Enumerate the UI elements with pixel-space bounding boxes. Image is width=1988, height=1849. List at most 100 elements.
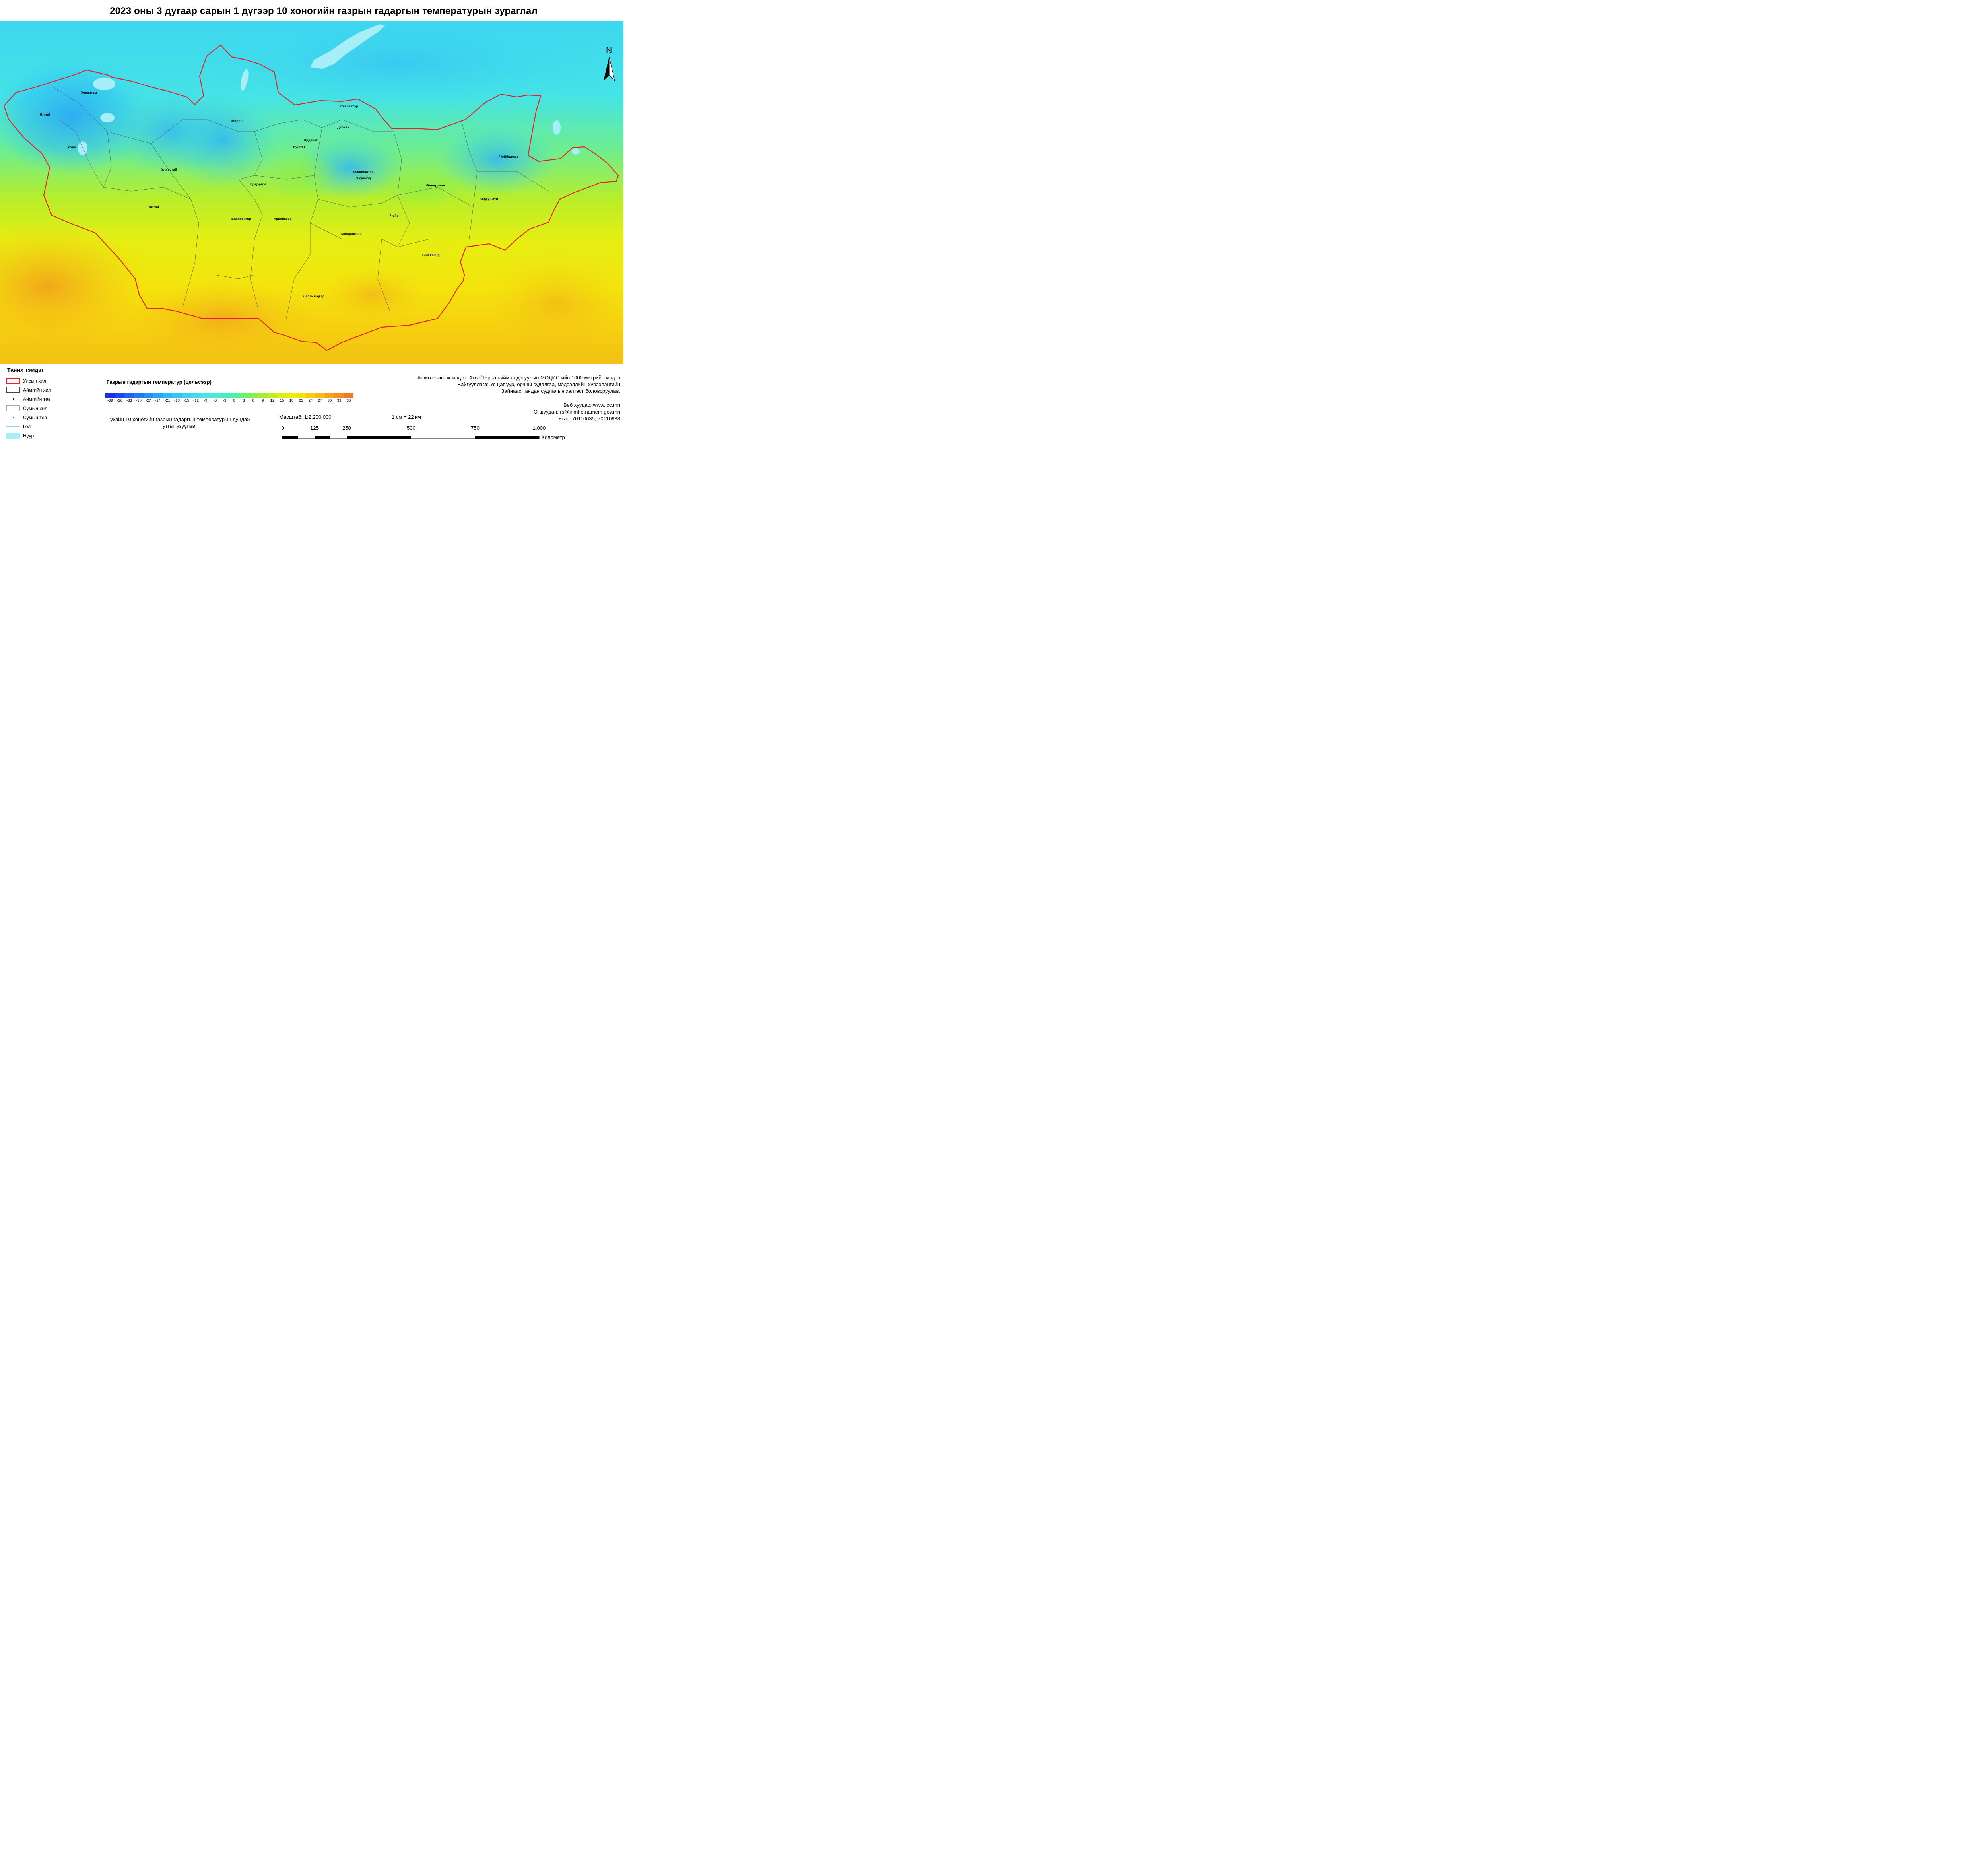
temperature-map[interactable]: N Улаангом Өлгий Ховд Улиастай Алтай Мөр… xyxy=(0,21,623,364)
city-label: Мандалговь xyxy=(341,232,362,236)
light-outline-icon xyxy=(6,405,20,411)
colorbar-swatch xyxy=(248,393,258,398)
lake-fill-icon xyxy=(6,433,20,439)
colorbar-swatch xyxy=(344,393,353,398)
source-line: Зайнаас тандан судлалын хэлтэст боловсру… xyxy=(501,388,620,394)
colorbar-tick-label: -33 xyxy=(126,398,132,403)
contact-website[interactable]: Веб хуудас: www.icc.mn xyxy=(563,402,620,408)
colorbar-swatch xyxy=(105,393,115,398)
city-label: Сүхбаатар xyxy=(340,104,358,108)
city-label: Улаанбаатар xyxy=(352,170,374,174)
map-title: 2023 оны 3 дугаар сарын 1 дүгээр 10 хоно… xyxy=(110,6,538,16)
colorbar-swatch xyxy=(277,393,287,398)
contact-info: Веб хуудас: www.icc.mn Э-шуудан: rs@irim… xyxy=(534,402,620,422)
contact-phone: Утас: 70110635, 70110638 xyxy=(558,416,620,421)
colorbar-swatch xyxy=(315,393,325,398)
colorbar-tick-label: 0 xyxy=(233,398,235,403)
legend-item-aimag-center: Аймгийн төв xyxy=(6,396,50,402)
colorbar-tick-label: -30 xyxy=(136,398,142,403)
scale-text: Масштаб: 1:2,200,000 xyxy=(279,414,332,420)
dot-icon xyxy=(6,396,20,402)
colorbar-swatch xyxy=(220,393,229,398)
city-label: Улиастай xyxy=(161,167,177,171)
colorbar-tick-label: -36 xyxy=(117,398,122,403)
colorbar-title: Газрын гадаргын температур (цельсээр) xyxy=(107,379,212,385)
colorbar-tick-label: -27 xyxy=(146,398,151,403)
colorbar-tick-label: 15 xyxy=(280,398,284,403)
legend-label: Улсын хил xyxy=(23,378,47,384)
colorbar-swatch xyxy=(191,393,201,398)
lake-khar-us xyxy=(78,141,87,155)
river-line-icon xyxy=(6,423,20,429)
small-dot-icon xyxy=(6,414,20,420)
colorbar-tick-label: 6 xyxy=(252,398,254,403)
colorbar-swatch xyxy=(210,393,220,398)
colorbar xyxy=(105,393,353,398)
city-label: Чойр xyxy=(390,214,399,218)
colorbar-swatch xyxy=(325,393,334,398)
scalebar-tick: 125 xyxy=(310,425,319,431)
colorbar-swatch xyxy=(239,393,248,398)
colorbar-tick-label: 30 xyxy=(327,398,332,403)
colorbar-swatch xyxy=(115,393,124,398)
map-note: Тухайн 10 хоногийн газрын гадаргын темпе… xyxy=(107,416,250,429)
scalebar-tick: 750 xyxy=(471,425,480,431)
scalebar-tick: 0 xyxy=(281,425,284,431)
legend-item-aimag-border: Аймгийн хил xyxy=(6,387,51,393)
source-info: Ашиглaсан эх мэдээ: Аква/Терра хиймэл да… xyxy=(417,374,620,394)
colorbar-tick-label: -6 xyxy=(213,398,217,403)
city-label: Зуунмод xyxy=(356,176,371,180)
city-label: Баянхонгор xyxy=(231,217,251,221)
legend-label: Аймгийн төв xyxy=(23,396,51,402)
legend-label: Гол xyxy=(23,423,31,429)
legend-label: Аймгийн хил xyxy=(23,387,51,393)
scalebar xyxy=(282,436,540,439)
colorbar-tick-label: -9 xyxy=(204,398,208,403)
colorbar-swatch xyxy=(134,393,144,398)
contact-email[interactable]: Э-шуудан: rs@irimhe.namem.gov.mn xyxy=(534,409,620,415)
north-arrow-icon xyxy=(604,57,615,82)
colorbar-swatch xyxy=(306,393,315,398)
north-label: N xyxy=(606,46,612,55)
colorbar-tick-label: -3 xyxy=(223,398,227,403)
scalebar-unit: Километр xyxy=(542,434,565,440)
colorbar-tick-label: 24 xyxy=(308,398,313,403)
city-label: Улаангом xyxy=(81,91,97,95)
dark-outline-icon xyxy=(6,387,20,393)
colorbar-tick-label: -39 xyxy=(107,398,113,403)
colorbar-swatch xyxy=(201,393,210,398)
colorbar-tick-label: -21 xyxy=(165,398,170,403)
city-label: Арвайхээр xyxy=(274,217,292,221)
city-label: Мөрөн xyxy=(231,119,243,123)
scale-cm-text: 1 см = 22 км xyxy=(392,414,421,420)
colorbar-swatch xyxy=(287,393,296,398)
city-label: Сайншанд xyxy=(422,253,440,257)
colorbar-swatch xyxy=(172,393,182,398)
lake-khyargas xyxy=(100,113,115,122)
colorbar-swatch xyxy=(258,393,268,398)
colorbar-tick-label: -12 xyxy=(193,398,199,403)
colorbar-tick-label: -24 xyxy=(155,398,161,403)
city-label: Даланзадгад xyxy=(303,294,324,298)
legend-title: Таних тэмдэг xyxy=(7,367,44,373)
city-label: Баруун-Урт xyxy=(480,197,499,201)
lake-buir xyxy=(572,148,580,155)
scalebar-tick: 1,000 xyxy=(532,425,546,431)
legend-label: Сумын төв xyxy=(23,414,47,420)
lake-baikal xyxy=(310,24,385,69)
city-label: Өндөрхаан xyxy=(426,183,445,187)
colorbar-swatch xyxy=(296,393,306,398)
colorbar-tick-label: 12 xyxy=(270,398,275,403)
lake-uvs xyxy=(93,78,115,90)
legend-item-lake: Нуур xyxy=(6,433,34,439)
legend-label: Нуур xyxy=(23,433,34,439)
colorbar-swatch xyxy=(163,393,172,398)
colorbar-tick-label: 3 xyxy=(243,398,245,403)
colorbar-tick-label: 21 xyxy=(299,398,303,403)
map-canvas xyxy=(0,21,623,364)
city-label: Цэцэрлэг xyxy=(250,182,266,186)
colorbar-tick-label: 36 xyxy=(346,398,351,403)
scalebar-tick: 500 xyxy=(407,425,415,431)
colorbar-tick-labels: -39 -36 -33 -30 -27 -24 -21 -18 -15 -12 -9 -6 -3 0 3 6 9… xyxy=(105,398,353,404)
scalebar-tick-labels: 0 125 250 500 750 1,000 xyxy=(281,425,561,431)
